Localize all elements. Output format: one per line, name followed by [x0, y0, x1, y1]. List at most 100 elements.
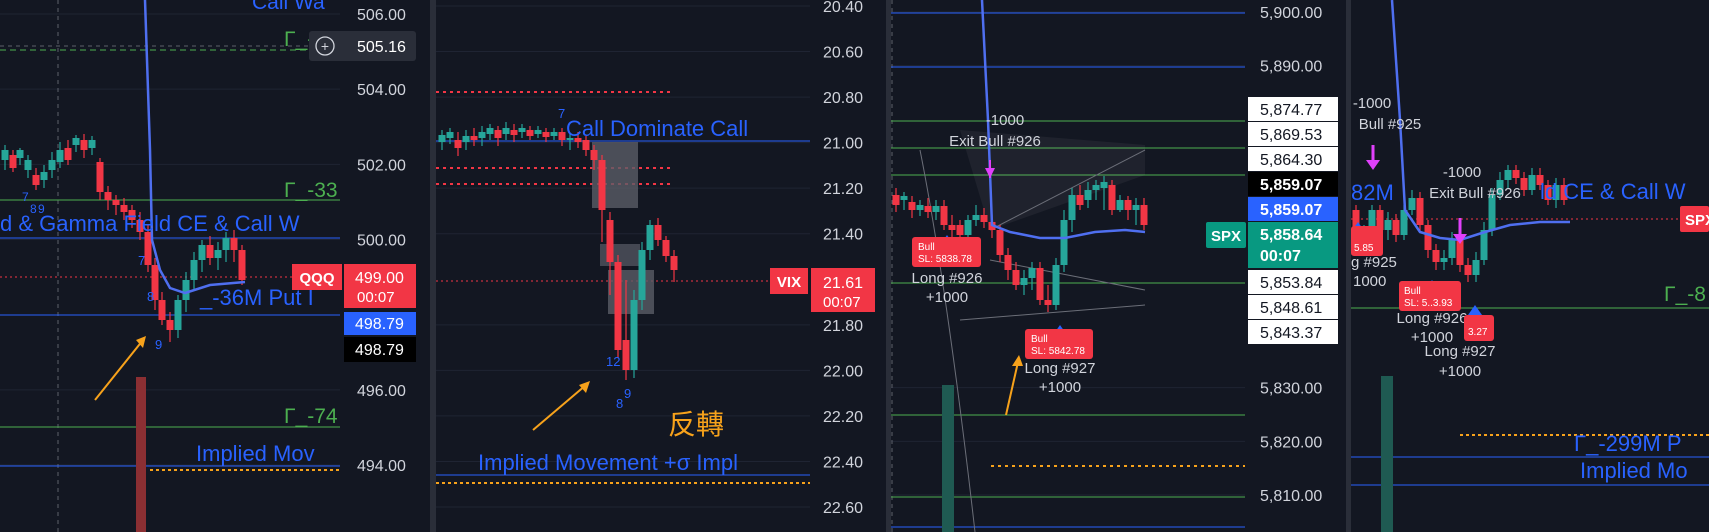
- candle-body: [32, 175, 40, 185]
- spx-panel[interactable]: -1000 Exit Bull #926 Bull SL: 5838.78 Lo…: [891, 0, 1350, 532]
- candle-body: [1028, 268, 1036, 278]
- spx-panel-2[interactable]: -1000 Bull #925 82M -1000 Exit Bull #926…: [1351, 0, 1709, 532]
- candle-body: [64, 148, 72, 160]
- candle-body: [518, 128, 526, 132]
- candle-body: [88, 140, 96, 148]
- orange-arrow: [94, 339, 144, 401]
- qqq-panel[interactable]: Call Wa Γ_-1 Γ_-33 d & Gamma Field CE & …: [0, 0, 435, 532]
- candle-body: [438, 135, 446, 142]
- bull-tag-sl: SL: 5842.78: [1031, 346, 1085, 357]
- candle-body: [238, 250, 246, 280]
- gamma-flow-line: [143, 0, 246, 295]
- bull-sl-tag[interactable]: [1351, 226, 1383, 256]
- candle-body: [892, 195, 900, 205]
- countdown-value: 00:07: [823, 294, 861, 311]
- candle-body: [996, 230, 1004, 255]
- implied-move-label: Implied Mo: [1580, 458, 1688, 483]
- orange-arrow-head: [579, 381, 590, 393]
- candle-body: [558, 132, 566, 140]
- candle-body: [510, 130, 518, 135]
- price-scale-tick: 500.00: [357, 233, 406, 250]
- candle-body: [622, 340, 630, 370]
- crosshair-price-box: [309, 31, 416, 61]
- count-label: 8: [616, 396, 623, 411]
- candle-body: [654, 225, 662, 240]
- candle-body: [1140, 205, 1148, 225]
- qqq-candles: [1, 134, 246, 342]
- bull-sl-tag[interactable]: [1464, 315, 1494, 341]
- panel-divider[interactable]: [886, 0, 891, 532]
- bull-sl-tag[interactable]: [1025, 329, 1093, 359]
- candle-body: [1044, 300, 1052, 305]
- exit-marker-icon[interactable]: [1366, 160, 1380, 170]
- candle-body: [526, 130, 534, 136]
- panel-divider[interactable]: [430, 0, 436, 532]
- call-wall-label: Call Wa: [252, 0, 325, 14]
- trade-label: Bull #925: [1359, 116, 1422, 133]
- call-dominate-label: Call Dominate Call: [566, 116, 748, 141]
- price-stack-value: 5,859.07: [1260, 177, 1322, 194]
- trade-qty-label: 1000: [1353, 273, 1386, 290]
- price-stack-value: 5,869.53: [1260, 127, 1322, 144]
- add-alert-icon[interactable]: [315, 36, 335, 56]
- price-stack-value: 5,874.77: [1260, 102, 1322, 119]
- exit-marker-icon[interactable]: [1453, 234, 1467, 244]
- price-scale-tick: 20.60: [823, 45, 863, 62]
- candle-body: [174, 300, 182, 330]
- symbol-tag: [1680, 206, 1709, 232]
- candle-body: [1392, 220, 1400, 235]
- candle-body: [1544, 185, 1552, 200]
- price-scale-tick: 506.00: [357, 7, 406, 24]
- candle-body: [1560, 185, 1568, 200]
- candle-body: [916, 205, 924, 210]
- count-label: 7: [558, 106, 565, 121]
- vix-price-scale[interactable]: [810, 0, 888, 532]
- long-marker-icon[interactable]: [1468, 305, 1482, 315]
- projection-cone: [960, 130, 1145, 230]
- countdown-value: 00:07: [357, 289, 395, 306]
- volume-bar: [942, 385, 954, 532]
- candle-body: [1440, 258, 1448, 262]
- spx-price-stack: 5,874.77 5,869.53 5,864.30 5,859.07 5,859.07…: [1248, 97, 1338, 344]
- candle-body: [1552, 185, 1560, 200]
- candle-body: [614, 262, 622, 350]
- candle-body: [1528, 175, 1536, 190]
- trade-label: g #925: [1351, 254, 1397, 271]
- volume-bar: [1381, 376, 1393, 532]
- price-scale-tick: 5,900.00: [1260, 5, 1322, 22]
- candle-body: [112, 200, 120, 205]
- price-scale-tick: 22.00: [823, 363, 863, 380]
- bid-price-value: 498.79: [355, 316, 404, 333]
- vix-panel[interactable]: Call Dominate Call Implied Movement +σ I…: [436, 0, 888, 532]
- projection-cone-edge: [919, 149, 976, 532]
- candle-body: [590, 150, 598, 160]
- candle-body: [40, 172, 48, 180]
- count-label: 9: [624, 386, 631, 401]
- candle-body: [964, 220, 972, 235]
- candle-body: [1416, 198, 1424, 225]
- candle-body: [16, 150, 24, 158]
- price-scale-tick: 21.00: [823, 136, 863, 153]
- gamma-field-label: d & Gamma Field CE & Call W: [0, 211, 300, 236]
- panel-divider[interactable]: [1346, 0, 1351, 532]
- bull-sl-tag[interactable]: [912, 237, 981, 267]
- candle-body: [462, 136, 470, 142]
- bull-sl-tag[interactable]: [1399, 281, 1461, 311]
- symbol-tag: [1206, 222, 1246, 248]
- long-qty-label: +1000: [926, 289, 968, 306]
- candle-body: [1020, 278, 1028, 285]
- candle-body: [956, 225, 964, 235]
- gamma-label: Γ_-74: [284, 405, 338, 428]
- ask-price-value: 498.79: [355, 342, 404, 359]
- bull-tag-sl: 3.27: [1468, 327, 1488, 338]
- price-stack-box: [1248, 243, 1338, 268]
- candle-body: [494, 130, 502, 138]
- candle-body: [948, 225, 956, 230]
- plus-icon: +: [321, 38, 329, 54]
- candle-body: [502, 128, 510, 134]
- candle-body: [166, 320, 174, 330]
- candle-body: [136, 220, 144, 232]
- exit-trade-label: Exit Bull #926: [949, 133, 1041, 150]
- count-label: 8: [147, 289, 154, 304]
